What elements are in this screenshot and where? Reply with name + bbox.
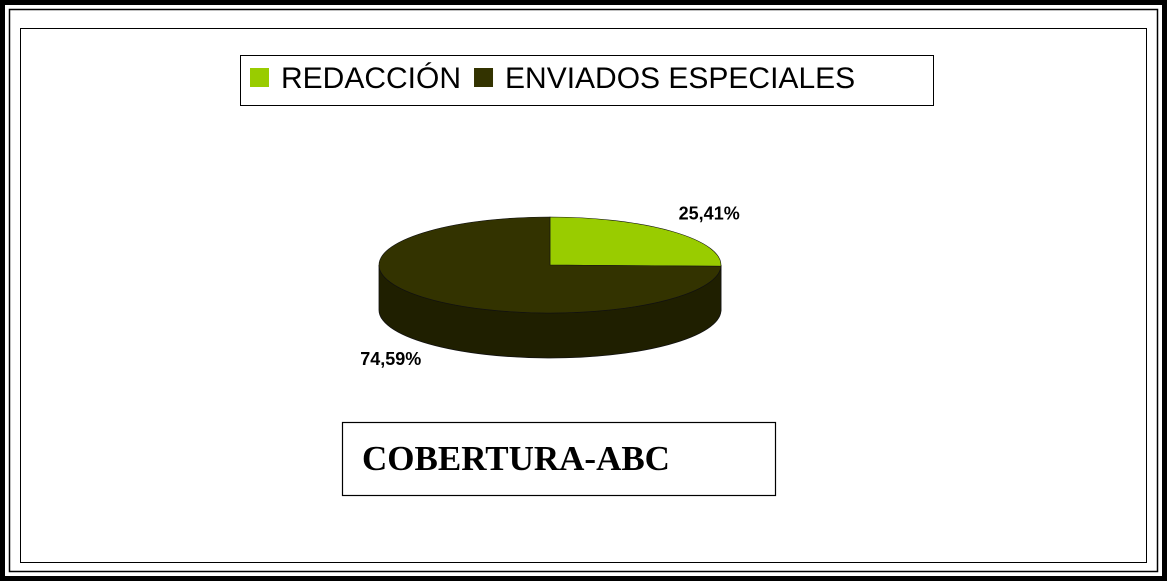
- legend-box: [240, 55, 934, 106]
- legend-swatch: [474, 68, 494, 87]
- pie-slice: [549, 216, 722, 267]
- plot-frame: [20, 28, 1147, 563]
- legend-swatch: [250, 68, 269, 87]
- value-label: 74,59%: [360, 349, 421, 369]
- value-label: 25,41%: [679, 203, 740, 223]
- inner-border: [8, 8, 1159, 573]
- legend-label: ENVIADOS ESPECIALES: [505, 62, 855, 95]
- legend-label: REDACCIÓN: [281, 62, 461, 95]
- chart-title: COBERTURA-ABC: [362, 439, 670, 478]
- pie-slice: [378, 216, 722, 314]
- title-box: [341, 421, 777, 497]
